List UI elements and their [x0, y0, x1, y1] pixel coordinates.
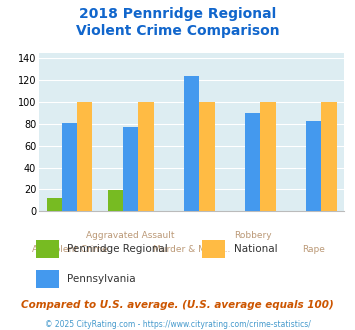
Text: Aggravated Assault: Aggravated Assault: [86, 231, 175, 240]
Bar: [261, 102, 275, 211]
Text: Pennridge Regional: Pennridge Regional: [67, 244, 168, 254]
Text: All Violent Crime: All Violent Crime: [32, 245, 108, 253]
Bar: [245, 113, 261, 211]
Bar: [77, 102, 92, 211]
Text: Murder & Mans...: Murder & Mans...: [153, 245, 230, 253]
Text: Pennsylvania: Pennsylvania: [67, 274, 136, 284]
Bar: [123, 127, 138, 211]
Text: Robbery: Robbery: [234, 231, 272, 240]
Text: © 2025 CityRating.com - https://www.cityrating.com/crime-statistics/: © 2025 CityRating.com - https://www.city…: [45, 319, 310, 329]
Text: Rape: Rape: [302, 245, 325, 253]
Text: Compared to U.S. average. (U.S. average equals 100): Compared to U.S. average. (U.S. average …: [21, 300, 334, 310]
Bar: [62, 123, 77, 211]
Bar: [184, 76, 200, 211]
Bar: [322, 102, 337, 211]
Bar: [306, 120, 322, 211]
Bar: [138, 102, 153, 211]
Text: 2018 Pennridge Regional
Violent Crime Comparison: 2018 Pennridge Regional Violent Crime Co…: [76, 7, 279, 38]
Bar: [47, 198, 62, 211]
Bar: [200, 102, 214, 211]
Bar: [108, 190, 123, 211]
Text: National: National: [234, 244, 278, 254]
